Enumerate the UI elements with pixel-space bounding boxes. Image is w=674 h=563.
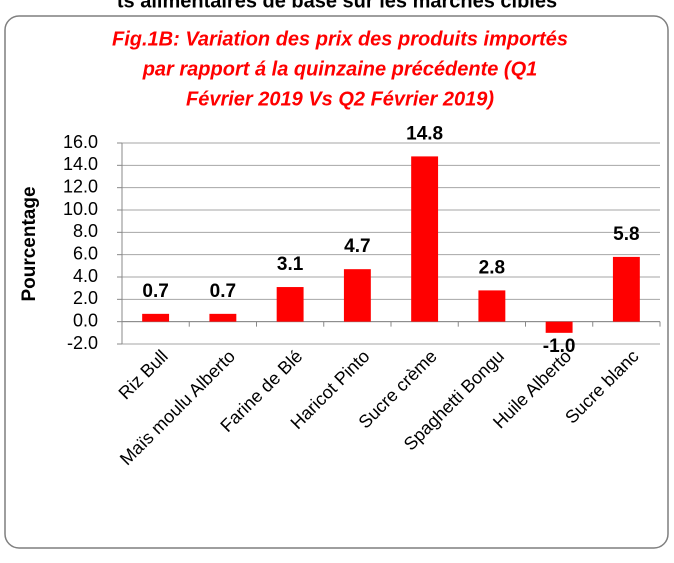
- page-header: ts alimentaires de base sur les marchés …: [117, 0, 557, 12]
- value-label: -1.0: [543, 336, 576, 357]
- value-label: 0.7: [210, 281, 236, 302]
- y-tick-label: 14.0: [63, 154, 98, 174]
- bar: [276, 287, 304, 322]
- y-tick-label: 4.0: [73, 266, 98, 286]
- chart-frame: [4, 15, 669, 549]
- y-tick-label: 8.0: [73, 221, 98, 241]
- y-tick-label: 0.0: [73, 310, 98, 330]
- y-tick-label: 6.0: [73, 243, 98, 263]
- bar: [209, 313, 237, 322]
- value-label: 2.8: [479, 257, 505, 278]
- y-axis-label: Pourcentage: [19, 186, 40, 301]
- value-label: 4.7: [344, 236, 370, 257]
- x-tick-label: Maïs moulu Alberto: [116, 346, 239, 469]
- value-label: 3.1: [277, 254, 304, 275]
- bar: [411, 156, 439, 322]
- chart-title: Fig.1B: Variation des prix des produits …: [112, 28, 568, 50]
- y-tick-label: -2.0: [67, 333, 98, 353]
- y-tick-label: 2.0: [73, 288, 98, 308]
- y-tick-label: 16.0: [63, 132, 98, 152]
- chart-title: par rapport á la quinzaine précédente (Q…: [142, 58, 538, 80]
- x-tick-label: Riz Bull: [115, 346, 172, 403]
- bar: [142, 313, 170, 322]
- value-label: 5.8: [613, 224, 639, 245]
- bar: [545, 321, 573, 333]
- bar: [343, 269, 371, 322]
- bar: [478, 290, 506, 322]
- y-tick-label: 12.0: [63, 176, 98, 196]
- y-tick-label: 10.0: [63, 199, 98, 219]
- chart-title: Février 2019 Vs Q2 Février 2019): [186, 88, 494, 110]
- value-label: 14.8: [406, 123, 443, 144]
- value-label: 0.7: [142, 281, 168, 302]
- bar: [612, 256, 640, 322]
- x-tick-label: Sucre blanc: [561, 346, 642, 427]
